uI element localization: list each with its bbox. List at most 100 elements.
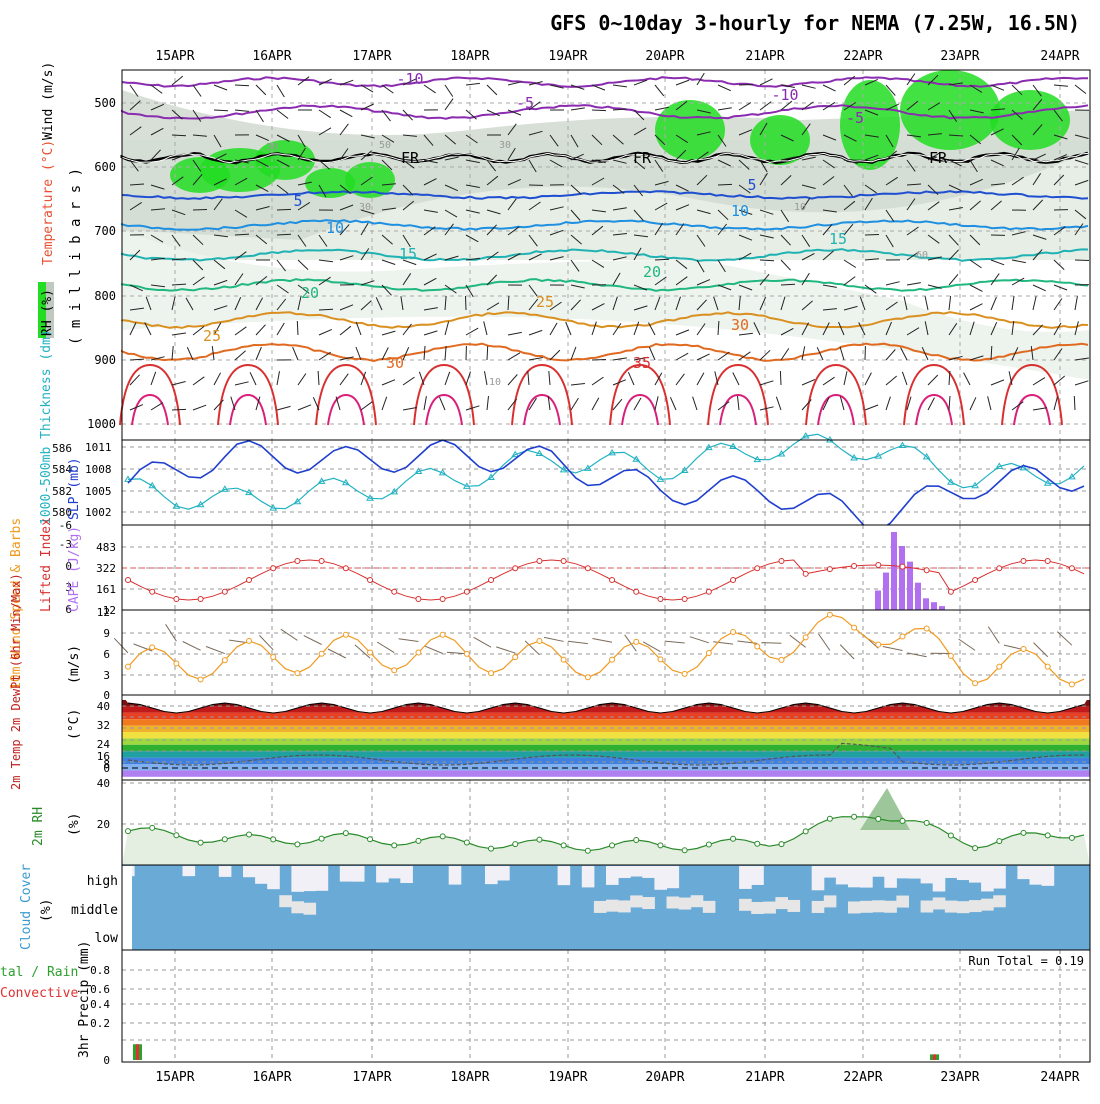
cloud-high-block	[945, 866, 958, 878]
cloud-mid-block	[848, 901, 861, 913]
wind10-line-marker	[658, 657, 663, 662]
contour-label-FR: FR	[633, 149, 652, 167]
chart-title: GFS 0~10day 3-hourly for NEMA (7.25W, 16…	[550, 11, 1080, 35]
contour-label-15: 15	[829, 230, 847, 248]
cloud-high-block	[933, 866, 946, 891]
lifted-index-line-marker	[900, 564, 905, 569]
rh2m-line-marker	[610, 843, 615, 848]
wind10-line-marker	[319, 651, 324, 656]
lifted-index-line-marker	[513, 566, 518, 571]
rh2m-line-marker	[464, 840, 469, 845]
bottom-date-17APR: 17APR	[352, 1070, 391, 1085]
rh2m-line-marker	[247, 832, 252, 837]
cloud-high-block	[909, 866, 922, 879]
wind10-line-marker	[900, 634, 905, 639]
wind10-line-marker	[610, 657, 615, 662]
rh2m-line-marker	[900, 818, 905, 823]
top-date-20APR: 20APR	[645, 49, 684, 64]
cloud-mid-block	[993, 895, 1006, 907]
rh2m-line-marker	[755, 841, 760, 846]
contour-label--10: -10	[396, 70, 423, 88]
cloud-high-block	[824, 866, 837, 878]
cloud-mid-block	[775, 897, 788, 909]
top-date-15APR: 15APR	[155, 49, 194, 64]
ylabel-lifted-index: Lifted Index	[39, 518, 54, 612]
cloud-high-block	[981, 866, 994, 891]
wind10-line-marker	[755, 644, 760, 649]
cape-bar	[923, 598, 929, 610]
cloud-high-block	[316, 866, 329, 891]
cloud-high-block	[872, 866, 885, 877]
rh2m-line-marker	[392, 843, 397, 848]
cloud-high-block	[219, 866, 232, 877]
lifted-index-line-marker	[295, 558, 300, 563]
rh2m-line-marker	[343, 831, 348, 836]
contour-label-5: 5	[293, 192, 302, 210]
cloud-mid-block	[788, 900, 801, 912]
ylabel-wind: Wind (m/s)	[41, 62, 56, 140]
contour-label--5: -5	[846, 109, 864, 127]
lifted-index-line-marker	[174, 597, 179, 602]
ylabel-cape: CAPE (J/kg)	[67, 526, 82, 612]
wind10-line-marker	[343, 632, 348, 637]
wind10-line-marker	[731, 630, 736, 635]
lifted-index-line-marker	[440, 597, 445, 602]
lifted-index-line-marker	[876, 563, 881, 568]
slp-right-tick-1005: 1005	[85, 485, 112, 498]
rh2m-line-marker	[1069, 835, 1074, 840]
cloud-mid-block	[896, 896, 909, 908]
cape-bar	[891, 532, 897, 610]
cape-bar	[883, 573, 889, 610]
lifted-index-line-marker	[852, 563, 857, 568]
contour-label-20: 20	[643, 263, 661, 281]
lifted-index-line-marker	[1021, 558, 1026, 563]
temp-band-5	[122, 732, 1090, 738]
run-total: Run Total = 0.19	[968, 954, 1084, 968]
lifted-index-line-marker	[658, 597, 663, 602]
cloud-high-block	[630, 866, 643, 877]
cloud-high-block	[449, 866, 462, 885]
upper-barb	[193, 210, 207, 211]
ylabel-temp: Temperature (°C)	[41, 140, 56, 265]
cloud-high-block	[1030, 866, 1043, 885]
contour-label-60: 60	[916, 250, 928, 261]
rh2m-line-marker	[513, 842, 518, 847]
wind-tick-3: 3	[103, 669, 110, 682]
wind10-line-marker	[803, 635, 808, 640]
cloud-mid-block	[921, 901, 934, 913]
wind10-line-marker	[779, 657, 784, 662]
slp-right-tick-1008: 1008	[85, 463, 112, 476]
rh-tick-20: 20	[97, 818, 110, 831]
contour-label--5: -5	[516, 94, 534, 112]
ylabel-precip: 3hr Precip (mm)	[77, 941, 92, 1058]
rh2m-line-marker	[706, 842, 711, 847]
contour-label-10: 10	[731, 202, 749, 220]
bottom-date-21APR: 21APR	[745, 1070, 784, 1085]
wind10-line-marker	[126, 664, 131, 669]
top-date-17APR: 17APR	[352, 49, 391, 64]
wind10-line-marker	[271, 654, 276, 659]
cloud-high-block	[497, 866, 510, 880]
cloud-mid-block	[279, 895, 292, 907]
cape-bar	[899, 546, 905, 610]
top-date-24APR: 24APR	[1040, 49, 1079, 64]
rh-tick-40: 40	[97, 777, 110, 790]
rh2m-line-marker	[416, 838, 421, 843]
upper-barb	[172, 409, 186, 410]
rh2m-line-marker	[174, 833, 179, 838]
cloud-mid-block	[933, 897, 946, 909]
upper-barb	[718, 184, 732, 185]
upper-ytick-500: 500	[94, 96, 116, 110]
upper-barb	[1074, 396, 1075, 410]
temp-band-6	[122, 738, 1090, 744]
wind10-line-marker	[198, 677, 203, 682]
cloud-high-block	[485, 866, 498, 884]
contour-label-10: 10	[326, 219, 344, 237]
wind-tick-12: 12	[97, 606, 110, 619]
contour-label-30: 30	[359, 202, 371, 213]
contour-label-30: 30	[266, 142, 278, 153]
